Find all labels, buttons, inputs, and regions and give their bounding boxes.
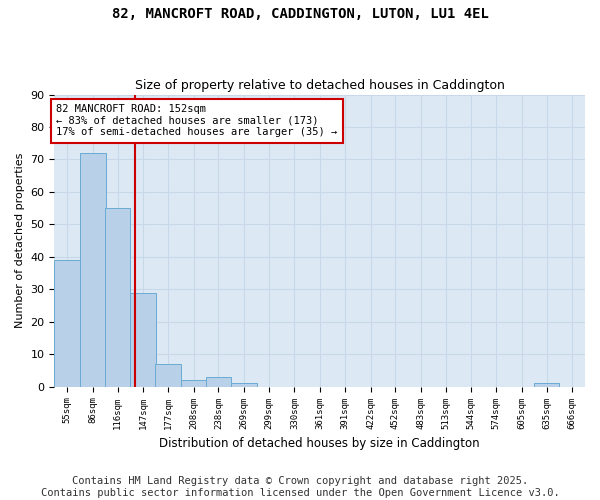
Title: Size of property relative to detached houses in Caddington: Size of property relative to detached ho… [135, 79, 505, 92]
Bar [231, 384, 257, 386]
Bar [181, 380, 206, 386]
Bar [534, 384, 559, 386]
Bar [130, 292, 156, 386]
Text: 82, MANCROFT ROAD, CADDINGTON, LUTON, LU1 4EL: 82, MANCROFT ROAD, CADDINGTON, LUTON, LU… [112, 8, 488, 22]
Bar [105, 208, 130, 386]
Bar [206, 377, 231, 386]
Y-axis label: Number of detached properties: Number of detached properties [15, 153, 25, 328]
Text: 82 MANCROFT ROAD: 152sqm
← 83% of detached houses are smaller (173)
17% of semi-: 82 MANCROFT ROAD: 152sqm ← 83% of detach… [56, 104, 337, 138]
Text: Contains HM Land Registry data © Crown copyright and database right 2025.
Contai: Contains HM Land Registry data © Crown c… [41, 476, 559, 498]
Bar [80, 153, 106, 386]
X-axis label: Distribution of detached houses by size in Caddington: Distribution of detached houses by size … [160, 437, 480, 450]
Bar [55, 260, 80, 386]
Bar [155, 364, 181, 386]
